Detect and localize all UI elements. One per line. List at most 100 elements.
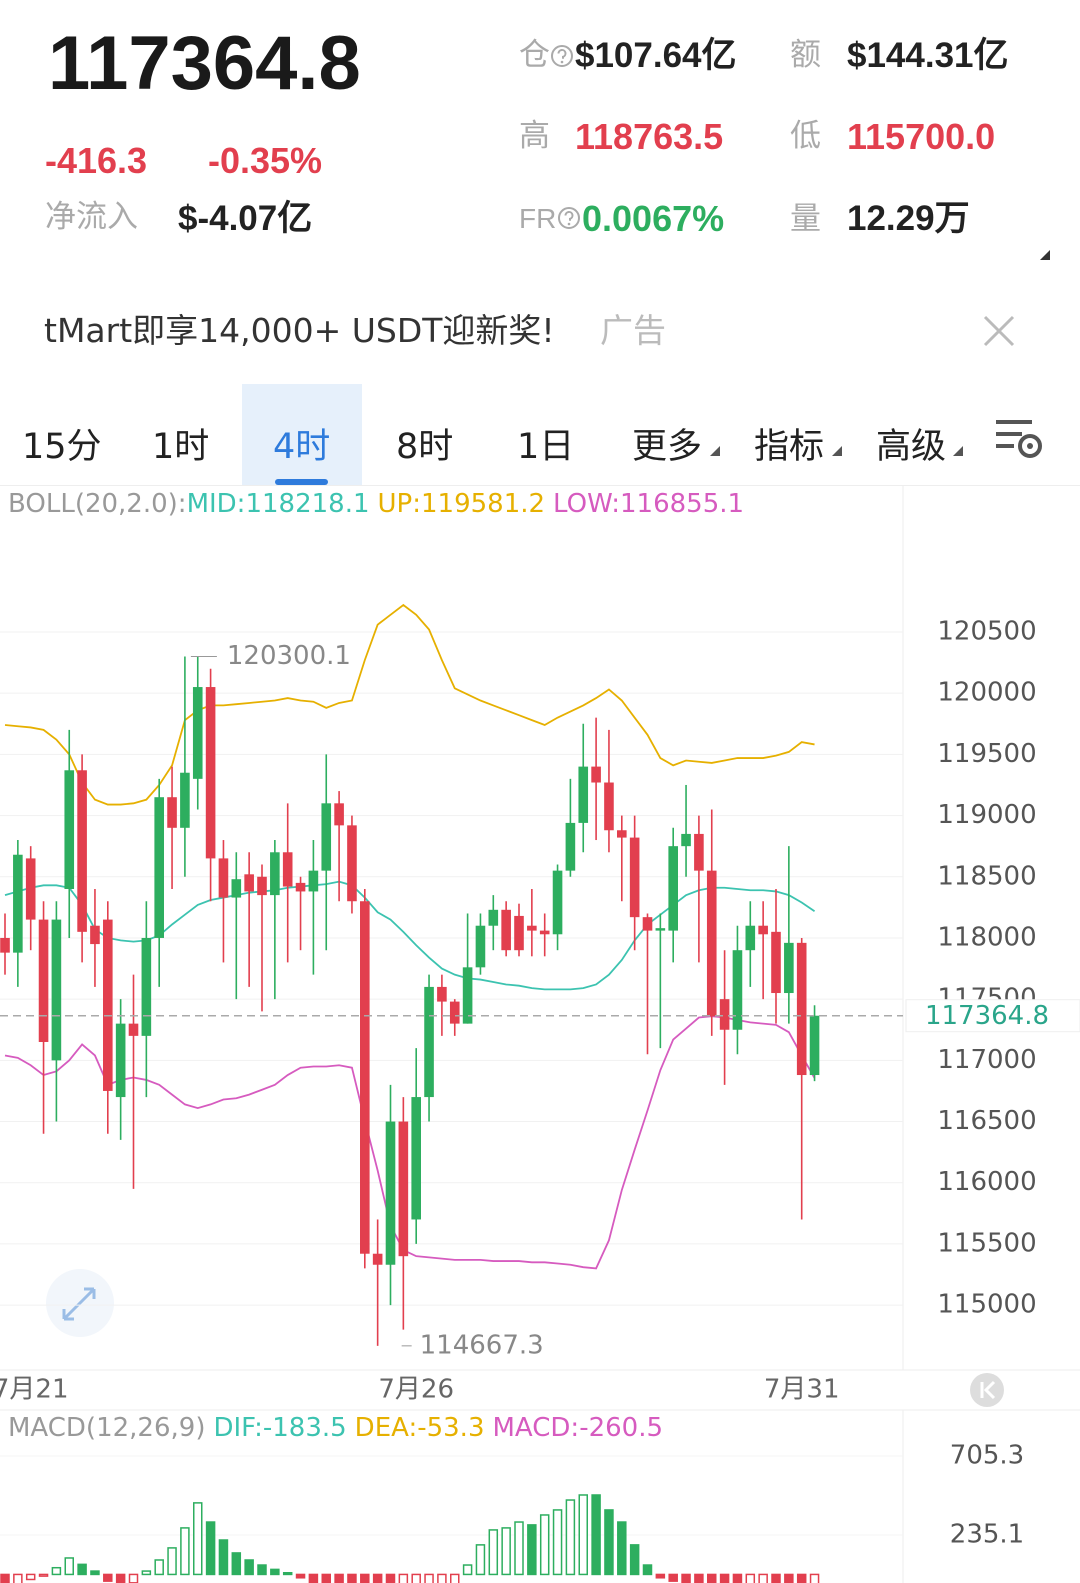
y-tick-label: 115500	[937, 1228, 1036, 1258]
macd-bar	[231, 1552, 242, 1576]
macd-bar	[411, 1573, 421, 1583]
candle-body	[604, 782, 614, 831]
tab[interactable]: 4时	[273, 427, 331, 467]
expand-icon	[62, 1287, 96, 1321]
macd-bar	[38, 1573, 49, 1577]
netflow-label: 净流入	[45, 199, 138, 235]
active-tab-bar	[275, 479, 328, 485]
macd-bar	[308, 1573, 319, 1583]
settings-icon[interactable]	[994, 418, 1046, 460]
candle-body	[282, 852, 293, 887]
candle-body	[308, 870, 319, 892]
legend-name: UP:	[378, 489, 421, 519]
close-icon[interactable]	[982, 314, 1016, 348]
legend-value: 116855.1	[620, 489, 744, 519]
candle-body	[398, 1121, 409, 1257]
legend-item: DEA:-53.3	[355, 1413, 485, 1443]
candle-body	[13, 854, 23, 953]
macd-bar	[257, 1564, 267, 1576]
tab[interactable]: 更多	[632, 427, 703, 467]
candle-body	[231, 879, 242, 898]
stat-value: 12.29万	[847, 199, 970, 238]
y-tick-label: 117000	[937, 1045, 1036, 1075]
candle-body	[411, 1097, 421, 1220]
candle-body	[745, 925, 756, 951]
candle-body	[809, 1015, 820, 1076]
macd-bar	[629, 1544, 640, 1576]
macd-bar	[771, 1573, 781, 1583]
macd-bar	[668, 1573, 678, 1582]
boll-line	[4, 880, 816, 991]
ad-text[interactable]: tMart即享14,000+ USDT迎新奖!	[44, 311, 555, 350]
tab[interactable]: 1时	[152, 427, 210, 467]
tab[interactable]: 指标	[754, 427, 825, 467]
tab[interactable]: 高级	[876, 427, 947, 467]
candle-body	[539, 930, 550, 935]
legend-name: LOW:	[553, 489, 620, 519]
tab[interactable]: 15分	[22, 427, 102, 467]
candle-body	[449, 1001, 460, 1024]
y-tick-label: 116500	[937, 1106, 1036, 1136]
candle-body	[167, 797, 177, 828]
active-tab-bg	[242, 384, 362, 485]
legend-name: MID:	[187, 489, 246, 519]
macd-bar	[51, 1566, 62, 1576]
macd-bar	[360, 1573, 370, 1583]
help-icon[interactable]	[550, 44, 574, 68]
candle-body	[578, 766, 589, 823]
tab-arrows	[710, 446, 963, 456]
macd-bar	[796, 1573, 807, 1583]
stat-label: 额	[790, 37, 821, 73]
stat-value: $144.31亿	[847, 36, 1009, 75]
candle-body	[629, 837, 640, 918]
macd-bar	[462, 1564, 473, 1576]
macd-bar	[295, 1573, 306, 1579]
tab[interactable]: 1日	[517, 427, 575, 467]
candle-body	[64, 770, 75, 889]
stat-value: 115700.0	[847, 116, 996, 157]
macd-bar	[591, 1494, 601, 1576]
help-icon[interactable]	[557, 206, 581, 230]
macd-bar	[552, 1509, 563, 1576]
legend-title: BOLL(20,2.0):	[8, 489, 187, 519]
candle-body	[706, 870, 717, 1017]
candle-body	[77, 770, 87, 932]
x-tick-label: 7月31	[764, 1375, 840, 1405]
macd-bar	[64, 1557, 74, 1576]
stat-value: 118763.5	[575, 116, 724, 157]
macd-bar	[604, 1509, 614, 1576]
candle-body	[771, 931, 781, 994]
macd-bar	[193, 1502, 203, 1576]
macd-bar	[205, 1521, 216, 1576]
macd-bar	[334, 1573, 344, 1583]
reset-icon	[980, 1380, 996, 1400]
macd-bar	[642, 1564, 653, 1576]
macd-bar	[154, 1559, 164, 1576]
ad-tag: 广告	[600, 311, 666, 350]
y-tick-label: 118000	[937, 922, 1036, 952]
macd-bar	[398, 1573, 409, 1583]
macd-bar	[745, 1573, 756, 1583]
macd-bar	[0, 1573, 10, 1583]
y-tick-label: 235.1	[950, 1519, 1024, 1549]
candle-body	[51, 919, 62, 1061]
candle-body	[321, 803, 332, 871]
macd-bar	[115, 1573, 126, 1583]
macd-bar	[128, 1573, 139, 1583]
macd-bar	[655, 1573, 666, 1579]
y-tick-label: 116000	[937, 1167, 1036, 1197]
macd-bar	[565, 1499, 576, 1576]
candle-body	[437, 986, 447, 1002]
high-label: 120300.1	[227, 641, 351, 671]
corner-mark	[1040, 250, 1050, 260]
tab[interactable]: 8时	[396, 427, 454, 467]
change: -416.3	[45, 140, 148, 181]
macd-bar	[719, 1573, 730, 1583]
macd-bar	[758, 1573, 768, 1583]
boll-line	[4, 1015, 816, 1270]
macd-bar	[681, 1573, 691, 1583]
macd-bar	[784, 1573, 794, 1583]
y-tick-label: 118500	[937, 861, 1036, 891]
candle-body	[385, 1121, 396, 1265]
